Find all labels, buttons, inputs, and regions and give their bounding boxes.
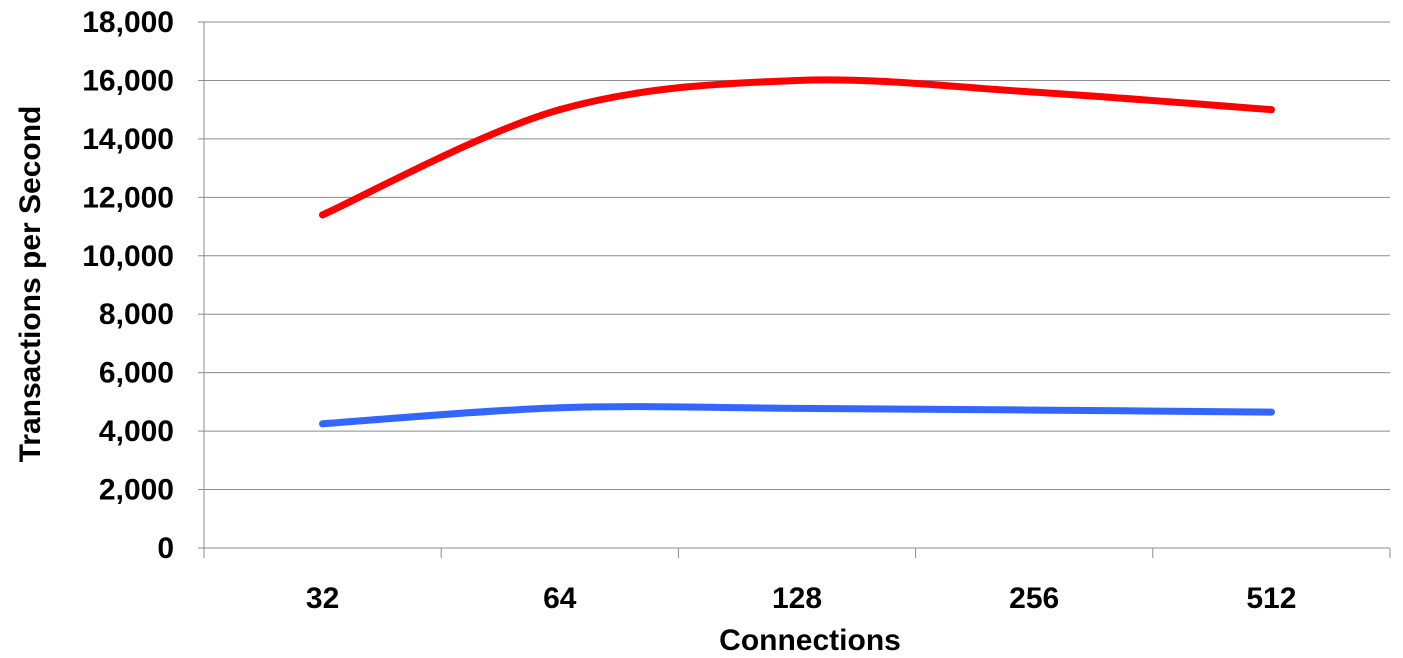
data-point: [793, 404, 801, 412]
y-axis-title: Transactions per Second: [14, 106, 47, 463]
y-tick-label: 12,000: [82, 181, 174, 214]
y-tick-label: 14,000: [82, 123, 174, 156]
series-line-1: [319, 76, 1275, 219]
y-tick-label: 10,000: [82, 240, 174, 273]
data-point: [1267, 106, 1275, 114]
x-tick-label: 128: [772, 582, 822, 615]
axes: [203, 22, 1390, 549]
y-axis-ticks: 0 2,000 4,000 6,000 8,000 10,000 12,000 14,000 1…: [82, 6, 204, 565]
y-tick-label: 18,000: [82, 6, 174, 39]
x-tick-label: 64: [543, 582, 577, 615]
y-tick-label: 2,000: [99, 474, 174, 507]
data-point: [793, 76, 801, 84]
x-axis-title: Connections: [719, 624, 901, 657]
y-tick-label: 4,000: [99, 415, 174, 448]
data-point: [1030, 406, 1038, 414]
x-axis-ticks: 32 64 128 256 512: [203, 548, 1391, 615]
y-tick-label: 16,000: [82, 64, 174, 97]
data-point: [319, 420, 327, 428]
x-tick-label: 32: [306, 582, 339, 615]
x-tick-label: 512: [1246, 582, 1296, 615]
data-point: [556, 106, 564, 114]
data-point: [1267, 408, 1275, 416]
series-group: [319, 76, 1275, 428]
grid: [204, 21, 1390, 491]
x-tick-label: 256: [1009, 582, 1059, 615]
data-point: [319, 211, 327, 219]
y-tick-label: 8,000: [99, 298, 174, 331]
data-point: [556, 404, 564, 412]
y-tick-label: 6,000: [99, 357, 174, 390]
data-point: [1030, 88, 1038, 96]
y-tick-label: 0: [157, 532, 174, 565]
